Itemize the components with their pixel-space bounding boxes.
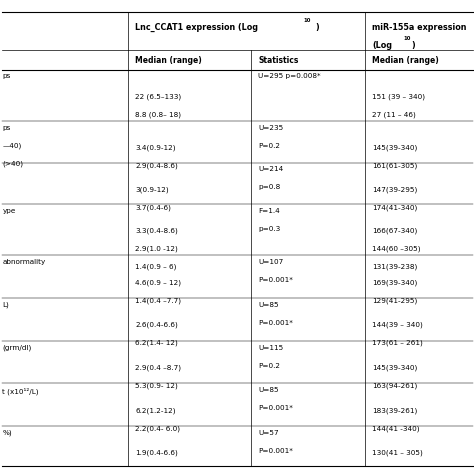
Text: U=235: U=235 (258, 125, 283, 131)
Text: U=85: U=85 (258, 387, 279, 393)
Text: 163(94-261): 163(94-261) (372, 383, 417, 389)
Text: 10: 10 (403, 36, 410, 41)
Text: 6.2(1.2-12): 6.2(1.2-12) (135, 407, 175, 414)
Text: 1.4(0.4 –7.7): 1.4(0.4 –7.7) (135, 297, 181, 304)
Text: F=1.4: F=1.4 (258, 208, 280, 214)
Text: 144(41 -340): 144(41 -340) (372, 425, 419, 432)
Text: 131(39-238): 131(39-238) (372, 264, 417, 271)
Text: ps: ps (2, 125, 11, 131)
Text: U=85: U=85 (258, 302, 279, 308)
Text: 3.4(0.9-12): 3.4(0.9-12) (135, 145, 175, 151)
Text: 130(41 – 305): 130(41 – 305) (372, 450, 423, 456)
Text: 4.6(0.9 – 12): 4.6(0.9 – 12) (135, 279, 181, 286)
Text: 1.9(0.4-6.6): 1.9(0.4-6.6) (135, 450, 178, 456)
Text: 151 (39 – 340): 151 (39 – 340) (372, 93, 425, 100)
Text: %): %) (2, 430, 12, 437)
Text: P=0.2: P=0.2 (258, 363, 280, 369)
Text: L): L) (2, 302, 9, 309)
Text: 27 (11 – 46): 27 (11 – 46) (372, 111, 416, 118)
Text: abnormality: abnormality (2, 259, 46, 265)
Text: U=57: U=57 (258, 430, 279, 436)
Text: U=107: U=107 (258, 259, 283, 265)
Text: 2.9(0.4 –8.7): 2.9(0.4 –8.7) (135, 365, 181, 371)
Text: P=0.2: P=0.2 (258, 143, 280, 149)
Text: ): ) (315, 23, 319, 32)
Text: 145(39-340): 145(39-340) (372, 145, 417, 151)
Text: 183(39-261): 183(39-261) (372, 407, 417, 414)
Text: ps: ps (2, 73, 11, 80)
Text: 8.8 (0.8– 18): 8.8 (0.8– 18) (135, 111, 181, 118)
Text: 2.9(0.4-8.6): 2.9(0.4-8.6) (135, 163, 178, 169)
Text: p=0.8: p=0.8 (258, 184, 281, 191)
Text: p=0.3: p=0.3 (258, 226, 281, 232)
Text: 2.9(1.0 -12): 2.9(1.0 -12) (135, 246, 178, 253)
Text: 144(39 – 340): 144(39 – 340) (372, 322, 423, 328)
Text: 144(60 –305): 144(60 –305) (372, 246, 420, 253)
Text: miR-155a expression: miR-155a expression (372, 23, 466, 32)
Text: 174(41-340): 174(41-340) (372, 204, 417, 211)
Text: 6.2(1.4- 12): 6.2(1.4- 12) (135, 340, 178, 346)
Text: 22 (6.5–133): 22 (6.5–133) (135, 93, 181, 100)
Text: 161(61-305): 161(61-305) (372, 163, 417, 169)
Text: 3(0.9-12): 3(0.9-12) (135, 186, 169, 193)
Text: 1.4(0.9 – 6): 1.4(0.9 – 6) (135, 264, 176, 271)
Text: 169(39-340): 169(39-340) (372, 279, 417, 286)
Text: P=0.001*: P=0.001* (258, 320, 293, 326)
Text: —40): —40) (2, 143, 22, 149)
Text: t (x10¹²/L): t (x10¹²/L) (2, 387, 39, 395)
Text: (>40): (>40) (2, 161, 23, 167)
Text: 166(67-340): 166(67-340) (372, 228, 417, 235)
Text: 3.3(0.4-8.6): 3.3(0.4-8.6) (135, 228, 178, 235)
Text: 2.2(0.4- 6.0): 2.2(0.4- 6.0) (135, 425, 180, 432)
Text: 173(61 – 261): 173(61 – 261) (372, 340, 423, 346)
Text: ype: ype (2, 208, 16, 214)
Text: 129(41-295): 129(41-295) (372, 297, 417, 304)
Text: 2.6(0.4-6.6): 2.6(0.4-6.6) (135, 322, 178, 328)
Text: P=0.001*: P=0.001* (258, 405, 293, 411)
Text: Median (range): Median (range) (135, 56, 202, 65)
Text: U=214: U=214 (258, 166, 283, 173)
Text: 145(39-340): 145(39-340) (372, 365, 417, 371)
Text: Lnc_CCAT1 expression (Log: Lnc_CCAT1 expression (Log (135, 23, 258, 32)
Text: P=0.001*: P=0.001* (258, 448, 293, 454)
Text: 3.7(0.4-6): 3.7(0.4-6) (135, 204, 171, 211)
Text: (Log: (Log (372, 41, 392, 50)
Text: (grm/dl): (grm/dl) (2, 345, 32, 351)
Text: U=295 p=0.008*: U=295 p=0.008* (258, 73, 321, 80)
Text: ): ) (411, 41, 415, 50)
Text: U=115: U=115 (258, 345, 283, 351)
Text: 10: 10 (303, 18, 311, 23)
Text: 5.3(0.9- 12): 5.3(0.9- 12) (135, 383, 178, 389)
Text: Statistics: Statistics (258, 56, 299, 65)
Text: 147(39-295): 147(39-295) (372, 186, 417, 193)
Text: P=0.001*: P=0.001* (258, 277, 293, 283)
Text: Median (range): Median (range) (372, 56, 439, 65)
